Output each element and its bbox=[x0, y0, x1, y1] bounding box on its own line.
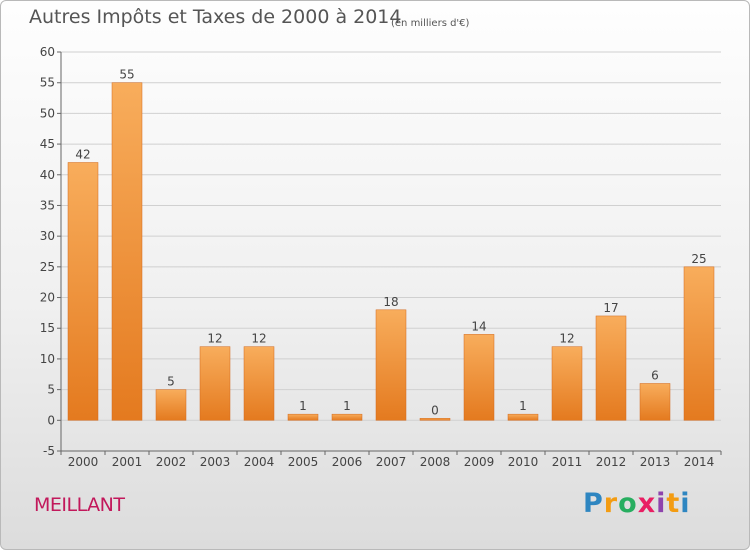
bar-2002 bbox=[155, 389, 187, 421]
logo-letter: r bbox=[603, 488, 619, 519]
commune-name: MEILLANT bbox=[34, 494, 125, 516]
logo-letter: t bbox=[666, 488, 681, 519]
data-label-2012: 17 bbox=[603, 301, 618, 315]
logo-letter: P bbox=[583, 488, 604, 519]
x-tick-label: 2001 bbox=[112, 455, 143, 469]
logo-letter: x bbox=[637, 488, 657, 519]
bar-2009 bbox=[463, 334, 495, 421]
data-label-2009: 14 bbox=[471, 319, 486, 333]
y-tick-label: 40 bbox=[40, 168, 55, 182]
data-label-2014: 25 bbox=[691, 252, 706, 266]
x-tick-label: 2011 bbox=[552, 455, 583, 469]
y-tick-label: 25 bbox=[40, 260, 55, 274]
x-tick-label: 2004 bbox=[244, 455, 275, 469]
bar-2000 bbox=[67, 162, 99, 421]
x-tick-label: 2010 bbox=[508, 455, 539, 469]
bar-2006 bbox=[331, 413, 363, 421]
data-label-2011: 12 bbox=[559, 332, 574, 346]
bar-2001 bbox=[111, 82, 143, 421]
bar-2005 bbox=[287, 413, 319, 421]
y-tick-label: 0 bbox=[47, 413, 55, 427]
logo-letter: i bbox=[680, 488, 691, 519]
x-tick-label: 2009 bbox=[464, 455, 495, 469]
proxiti-logo: Proxiti bbox=[583, 488, 691, 519]
x-tick-label: 2003 bbox=[200, 455, 231, 469]
data-label-2001: 55 bbox=[119, 68, 134, 82]
data-label-2010: 1 bbox=[519, 399, 527, 413]
data-label-2008: 0 bbox=[431, 403, 439, 417]
logo-letter: i bbox=[656, 488, 667, 519]
y-tick-label: 55 bbox=[40, 76, 55, 90]
bar-2012 bbox=[595, 315, 627, 421]
bar-2007 bbox=[375, 309, 407, 421]
bar-2003 bbox=[199, 346, 231, 421]
logo-letter: o bbox=[618, 488, 638, 519]
y-tick-label: 50 bbox=[40, 106, 55, 120]
data-label-2013: 6 bbox=[651, 368, 659, 382]
data-label-2005: 1 bbox=[299, 399, 307, 413]
bars bbox=[67, 82, 715, 421]
chart-subtitle: (en milliers d'€) bbox=[391, 18, 470, 29]
x-tick-label: 2006 bbox=[332, 455, 363, 469]
x-tick-label: 2007 bbox=[376, 455, 407, 469]
x-tick-label: 2000 bbox=[68, 455, 99, 469]
bar-2014 bbox=[683, 266, 715, 421]
x-tick-label: 2005 bbox=[288, 455, 319, 469]
y-tick-label: 5 bbox=[47, 383, 55, 397]
data-label-2004: 12 bbox=[251, 332, 266, 346]
x-tick-label: 2013 bbox=[640, 455, 671, 469]
bar-2011 bbox=[551, 346, 583, 421]
bar-2004 bbox=[243, 346, 275, 421]
y-tick-label: 35 bbox=[40, 198, 55, 212]
x-tick-label: 2014 bbox=[684, 455, 715, 469]
y-tick-label: 30 bbox=[40, 229, 55, 243]
bar-2008 bbox=[419, 418, 451, 421]
data-label-2003: 12 bbox=[207, 332, 222, 346]
data-label-2007: 18 bbox=[383, 295, 398, 309]
y-tick-label: 60 bbox=[40, 45, 55, 59]
x-tick-label: 2008 bbox=[420, 455, 451, 469]
y-tick-label: 10 bbox=[40, 352, 55, 366]
y-tick-label: 20 bbox=[40, 291, 55, 305]
data-label-2002: 5 bbox=[167, 375, 175, 389]
y-tick-label: 45 bbox=[40, 137, 55, 151]
bar-2013 bbox=[639, 383, 671, 421]
chart-title: Autres Impôts et Taxes de 2000 à 2014 bbox=[29, 6, 402, 28]
y-tick-label: -5 bbox=[43, 444, 55, 458]
x-tick-label: 2012 bbox=[596, 455, 627, 469]
x-tick-label: 2002 bbox=[156, 455, 187, 469]
data-label-2006: 1 bbox=[343, 399, 351, 413]
bar-2010 bbox=[507, 413, 539, 421]
y-tick-label: 15 bbox=[40, 321, 55, 335]
data-label-2000: 42 bbox=[75, 147, 90, 161]
